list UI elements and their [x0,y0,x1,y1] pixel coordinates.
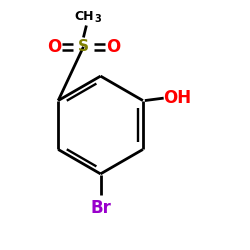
Text: O: O [47,38,61,56]
Text: S: S [78,39,89,54]
Text: CH: CH [74,10,94,23]
Text: OH: OH [164,89,192,107]
Text: Br: Br [90,199,111,217]
Text: 3: 3 [95,14,102,24]
Text: O: O [106,38,120,56]
